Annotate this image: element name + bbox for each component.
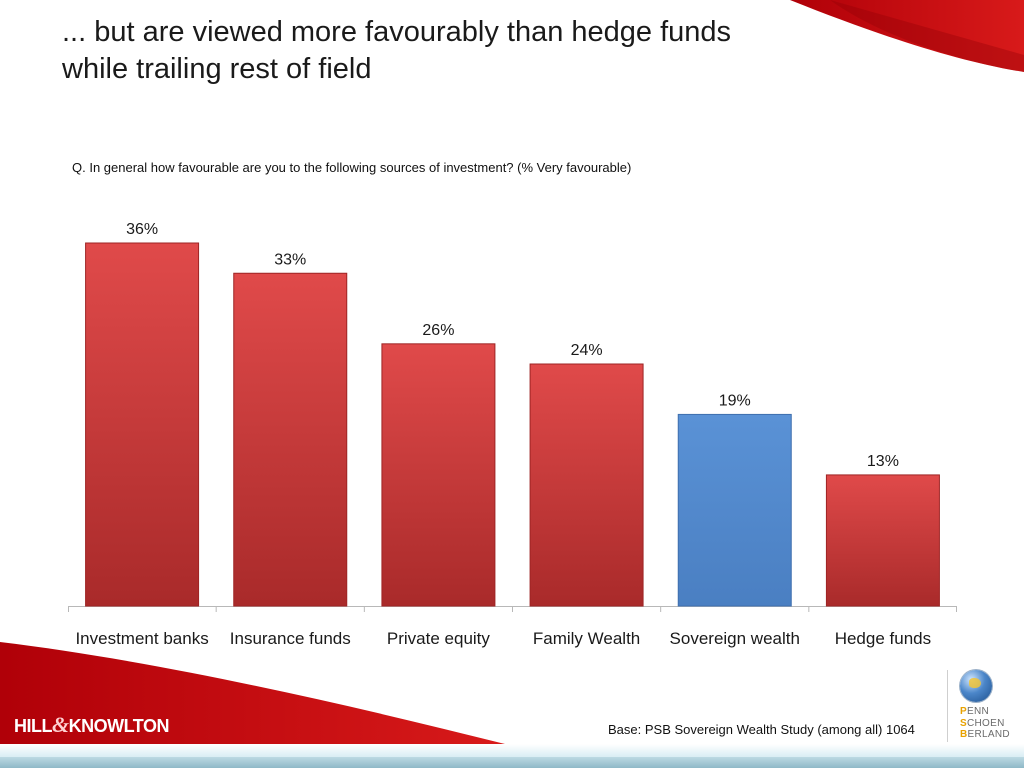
logo-knowlton-text: KNOWLTON bbox=[68, 716, 170, 736]
logo-hill-text: HILL bbox=[14, 716, 53, 736]
bar-4 bbox=[677, 413, 792, 607]
data-label-3: 24% bbox=[571, 342, 603, 359]
bar-0 bbox=[85, 242, 200, 607]
x-tick-label-2: Private equity bbox=[387, 629, 490, 648]
x-tick-label-3: Family Wealth bbox=[533, 629, 640, 648]
globe-icon bbox=[960, 670, 992, 702]
survey-question: Q. In general how favourable are you to … bbox=[72, 160, 632, 175]
logo-divider bbox=[947, 670, 948, 742]
data-label-4: 19% bbox=[719, 392, 751, 409]
logo-ampersand: & bbox=[52, 712, 69, 737]
x-tick-label-4: Sovereign wealth bbox=[670, 629, 800, 648]
footer-band bbox=[0, 757, 1024, 768]
footer-band-light bbox=[0, 744, 1024, 758]
slide-title: ... but are viewed more favourably than … bbox=[62, 14, 822, 88]
data-label-1: 33% bbox=[274, 251, 306, 268]
slide-title-line-1: ... but are viewed more favourably than … bbox=[62, 16, 732, 48]
top-right-accent-swoosh bbox=[790, 0, 1024, 72]
penn-schoen-berland-logo: PENN SCHOEN BERLAND bbox=[956, 668, 1022, 742]
x-tick-label-1: Insurance funds bbox=[230, 629, 351, 648]
bar-5 bbox=[825, 474, 940, 607]
base-note: Base: PSB Sovereign Wealth Study (among … bbox=[608, 722, 915, 737]
psb-word-penn: PENN bbox=[960, 706, 989, 717]
data-label-0: 36% bbox=[126, 221, 158, 238]
bottom-left-accent-banner bbox=[0, 642, 505, 744]
x-tick-label-5: Hedge funds bbox=[835, 629, 931, 648]
psb-wordmark: PENN SCHOEN BERLAND bbox=[960, 706, 1010, 741]
data-label-2: 26% bbox=[422, 322, 454, 339]
hill-knowlton-logo: HILL&KNOWLTON bbox=[14, 712, 169, 738]
top-right-accent-shadow bbox=[830, 0, 1024, 72]
bar-chart: 36% Investment banks 33% Insurance funds 26%… bbox=[68, 221, 957, 648]
bar-2 bbox=[381, 343, 496, 607]
psb-word-schoen: SCHOEN bbox=[960, 717, 1005, 729]
bar-1 bbox=[233, 272, 348, 607]
psb-word-berland: BERLAND bbox=[960, 729, 1010, 740]
x-tick-label-0: Investment banks bbox=[75, 629, 208, 648]
slide-title-line-2: while trailing rest of field bbox=[62, 53, 372, 85]
data-label-5: 13% bbox=[867, 453, 899, 470]
bar-3 bbox=[529, 363, 644, 607]
